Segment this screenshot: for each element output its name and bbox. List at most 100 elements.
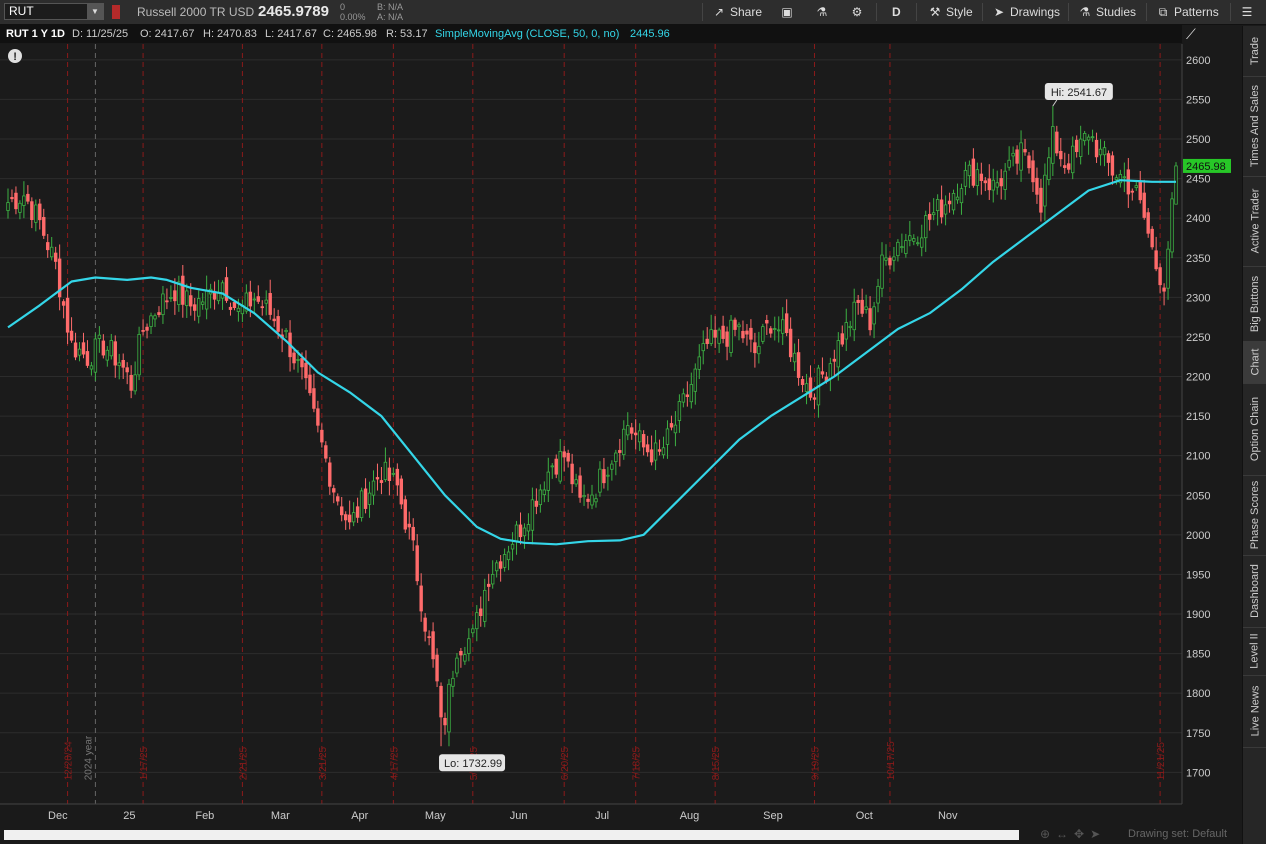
candle-body <box>1003 170 1007 190</box>
side-tab-label: Level II <box>1249 633 1261 669</box>
candle-body <box>888 257 892 266</box>
candle-body <box>697 356 701 370</box>
candle-body <box>959 188 964 204</box>
side-tab-chart[interactable]: Chart <box>1243 341 1266 384</box>
candle-body <box>828 363 833 379</box>
candle-body <box>1071 145 1075 174</box>
candle-body <box>145 326 149 331</box>
symbol-input[interactable]: RUT ▼ <box>4 3 104 20</box>
info-range: R: 53.17 <box>386 28 428 40</box>
side-tab-dashboard[interactable]: Dashboard <box>1243 555 1266 628</box>
side-tab-active-trader[interactable]: Active Trader <box>1243 176 1266 267</box>
aggregation-button[interactable]: D <box>892 5 901 19</box>
side-tab-trade[interactable]: Trade <box>1243 26 1266 77</box>
settings-button[interactable]: ⚙ <box>850 2 868 22</box>
candle-body <box>296 359 300 361</box>
symbol-dropdown-icon[interactable]: ▼ <box>87 4 103 19</box>
side-tab-phase-scores[interactable]: Phase Scores <box>1243 475 1266 556</box>
price-tick-label: 2050 <box>1186 490 1210 502</box>
candle-body <box>578 475 582 498</box>
candle-body <box>451 677 455 687</box>
candle-body <box>844 322 848 340</box>
price-tick-label: 1750 <box>1186 728 1210 740</box>
candle-body <box>1166 248 1170 289</box>
candle-body <box>46 242 50 251</box>
candle-body <box>1067 163 1071 170</box>
price-tick-label: 2600 <box>1186 55 1210 67</box>
price-tick-label: 2100 <box>1186 451 1210 463</box>
candle-body <box>85 351 90 366</box>
candle-body <box>840 333 844 345</box>
candle-body <box>729 319 733 353</box>
style-button[interactable]: ⚒ Style <box>928 2 973 22</box>
side-tab-times-and-sales[interactable]: Times And Sales <box>1243 76 1266 177</box>
chart-title[interactable]: RUT 1 Y 1D <box>6 28 65 40</box>
zoom-controls-icon[interactable]: ⊕↔✥➤ <box>1040 827 1107 841</box>
candle-body <box>848 325 852 329</box>
candle-body <box>872 306 876 325</box>
candle-body <box>518 524 523 538</box>
chart-tools-icon[interactable]: ⟋ <box>1186 26 1196 42</box>
price-chart[interactable]: 12/20/241/17/252/21/253/21/254/17/255/16… <box>0 44 1242 826</box>
candle-body <box>1154 250 1158 270</box>
candle-body <box>904 240 908 254</box>
candle-body <box>618 450 622 453</box>
drawing-set-label: Drawing set: Default <box>1128 828 1228 840</box>
candle-body <box>1015 149 1019 164</box>
side-tab-level-ii[interactable]: Level II <box>1243 627 1266 676</box>
candle-body <box>951 193 956 211</box>
chart-scrollbar[interactable] <box>4 830 1019 840</box>
candle-body <box>1059 150 1063 160</box>
side-tab-panel: Trade Times And Sales Active Trader Big But… <box>1242 26 1266 844</box>
menu-button[interactable]: ☰ <box>1240 2 1258 22</box>
candle-body <box>224 277 229 301</box>
candle-body <box>884 257 888 261</box>
share-button[interactable]: ↗ Share <box>712 2 762 22</box>
event-label: 4/17/25 <box>389 746 400 780</box>
candle-body <box>590 494 594 506</box>
candle-body <box>526 524 531 532</box>
candle-body <box>383 461 388 481</box>
snapshot-button[interactable]: ▣ <box>780 2 798 22</box>
time-tick-label: May <box>425 810 446 822</box>
candle-body <box>332 488 336 493</box>
candle-body <box>73 342 78 358</box>
candle-body <box>1130 190 1134 193</box>
candle-body <box>836 340 841 368</box>
candle-body <box>236 307 241 312</box>
candle-body <box>355 506 360 518</box>
candle-body <box>89 365 94 370</box>
candle-body <box>733 319 737 330</box>
candle-body <box>359 490 364 519</box>
candle-body <box>725 331 729 347</box>
lab-button[interactable]: ⚗ <box>815 2 833 22</box>
candle-body <box>189 295 193 307</box>
candle-body <box>153 315 157 320</box>
candle-body <box>967 164 972 177</box>
candle-body <box>57 258 62 298</box>
studies-button[interactable]: ⚗ Studies <box>1078 2 1136 22</box>
side-tab-live-news[interactable]: Live News <box>1243 675 1266 748</box>
side-tab-option-chain[interactable]: Option Chain <box>1243 383 1266 476</box>
candle-body <box>522 527 527 537</box>
sma-line <box>7 179 1176 546</box>
candle-body <box>169 297 173 299</box>
candle-body <box>165 300 169 303</box>
candle-body <box>753 342 757 354</box>
candle-body <box>320 429 324 443</box>
drawings-button[interactable]: ➤ Drawings <box>992 2 1060 22</box>
alert-flag-icon[interactable] <box>112 5 120 19</box>
side-tab-big-buttons[interactable]: Big Buttons <box>1243 266 1266 342</box>
candle-body <box>463 654 467 662</box>
candle-body <box>1106 153 1111 163</box>
candle-body <box>963 170 968 187</box>
candle-body <box>284 329 288 333</box>
patterns-button[interactable]: ⧉ Patterns <box>1156 2 1219 22</box>
candle-body <box>912 238 916 242</box>
study-label[interactable]: SimpleMovingAvg (CLOSE, 50, 0, no) <box>435 28 620 40</box>
candle-body <box>916 242 920 245</box>
candle-body <box>757 345 761 355</box>
candle-body <box>415 545 419 582</box>
event-label: 7/18/25 <box>632 746 643 780</box>
info-open: O: 2417.67 <box>140 28 195 40</box>
